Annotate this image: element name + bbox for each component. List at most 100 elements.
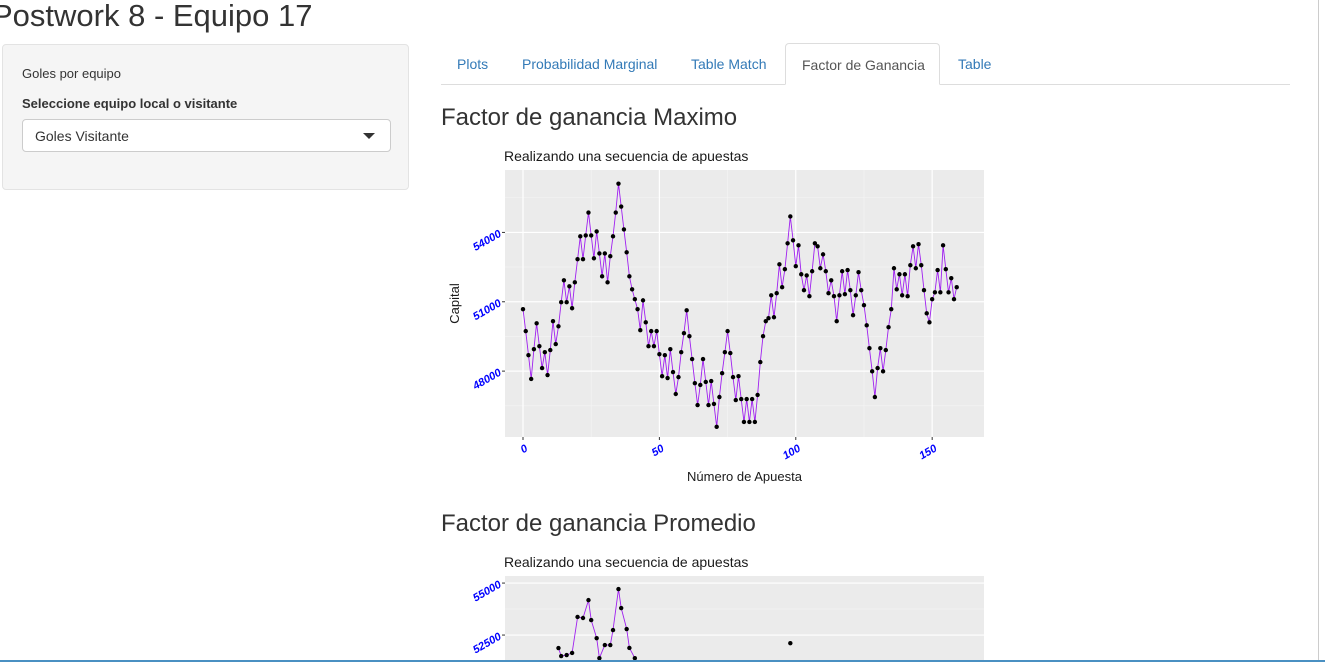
- point: [823, 269, 828, 274]
- point: [695, 402, 700, 408]
- point: [845, 267, 850, 273]
- scrollbar-edge: [1318, 0, 1319, 662]
- y-tick-label: 52500: [471, 630, 504, 656]
- x-axis-label: Número de Apuesta: [687, 469, 803, 484]
- point: [586, 597, 591, 603]
- point: [719, 370, 725, 376]
- tab[interactable]: Table: [958, 56, 992, 72]
- point: [818, 266, 823, 271]
- point: [583, 233, 588, 238]
- point: [613, 210, 618, 215]
- point: [804, 273, 809, 278]
- point: [662, 352, 668, 358]
- point: [812, 241, 818, 246]
- point: [815, 244, 820, 249]
- point: [700, 356, 706, 362]
- tab[interactable]: Plots: [457, 56, 489, 72]
- point: [687, 334, 692, 339]
- point: [597, 251, 602, 256]
- point: [834, 318, 839, 324]
- point: [894, 287, 899, 292]
- point: [747, 419, 752, 425]
- tab[interactable]: Table Match: [691, 56, 767, 72]
- point: [619, 204, 624, 209]
- point: [842, 291, 848, 297]
- point: [567, 284, 572, 289]
- point: [837, 293, 842, 298]
- point: [605, 280, 610, 285]
- point: [526, 352, 531, 358]
- point: [597, 655, 602, 661]
- point: [924, 311, 929, 316]
- point: [799, 272, 804, 277]
- y-tick-label: 54000: [471, 228, 504, 254]
- point: [829, 278, 834, 283]
- point: [856, 269, 861, 275]
- point: [749, 396, 755, 402]
- point: [684, 308, 689, 313]
- point: [728, 350, 733, 356]
- point: [657, 352, 662, 357]
- point: [537, 343, 542, 349]
- point: [739, 396, 744, 402]
- select-label: Seleccione equipo local o visitante: [22, 96, 238, 111]
- point: [668, 346, 673, 352]
- point: [629, 287, 635, 292]
- page-title: Postwork 8 - Equipo 17: [0, 0, 313, 33]
- point: [921, 288, 927, 293]
- point: [649, 328, 654, 334]
- point: [627, 274, 632, 279]
- point: [769, 293, 774, 298]
- point: [880, 369, 886, 374]
- y-tick-label: 55000: [471, 578, 504, 604]
- plot-panel: [505, 170, 984, 437]
- point: [599, 274, 605, 279]
- point: [744, 396, 749, 402]
- point: [954, 285, 959, 290]
- point: [588, 233, 594, 238]
- point: [534, 321, 539, 326]
- point: [588, 617, 594, 623]
- point: [774, 291, 779, 296]
- point: [902, 272, 908, 277]
- point: [550, 318, 556, 324]
- point: [725, 328, 730, 334]
- point: [760, 334, 766, 339]
- point: [558, 653, 564, 659]
- point: [733, 397, 738, 403]
- point: [564, 652, 569, 658]
- point: [782, 266, 788, 272]
- point: [698, 382, 703, 388]
- point: [624, 626, 629, 632]
- point: [897, 272, 902, 277]
- tab[interactable]: Probabilidad Marginal: [522, 56, 658, 72]
- point: [569, 306, 575, 311]
- point: [528, 376, 534, 382]
- select-box[interactable]: Goles Visitante: [22, 119, 391, 152]
- point: [935, 267, 940, 273]
- point: [602, 251, 608, 256]
- point: [548, 347, 553, 353]
- point: [929, 297, 935, 302]
- point: [556, 645, 561, 651]
- point: [632, 297, 638, 302]
- point: [766, 315, 771, 321]
- x-tick-label: 50: [650, 442, 667, 459]
- point: [556, 324, 561, 329]
- point: [640, 298, 646, 303]
- point: [793, 263, 798, 269]
- tab[interactable]: Factor de Ganancia: [785, 43, 940, 85]
- point: [875, 365, 880, 371]
- point: [908, 263, 913, 268]
- point: [523, 328, 528, 334]
- point: [594, 229, 599, 234]
- point: [621, 227, 627, 232]
- y-tick-label: 51000: [471, 297, 504, 323]
- point: [771, 315, 777, 320]
- point: [646, 343, 651, 349]
- point: [619, 605, 624, 611]
- point: [673, 391, 678, 397]
- point: [651, 343, 657, 349]
- point: [676, 374, 681, 380]
